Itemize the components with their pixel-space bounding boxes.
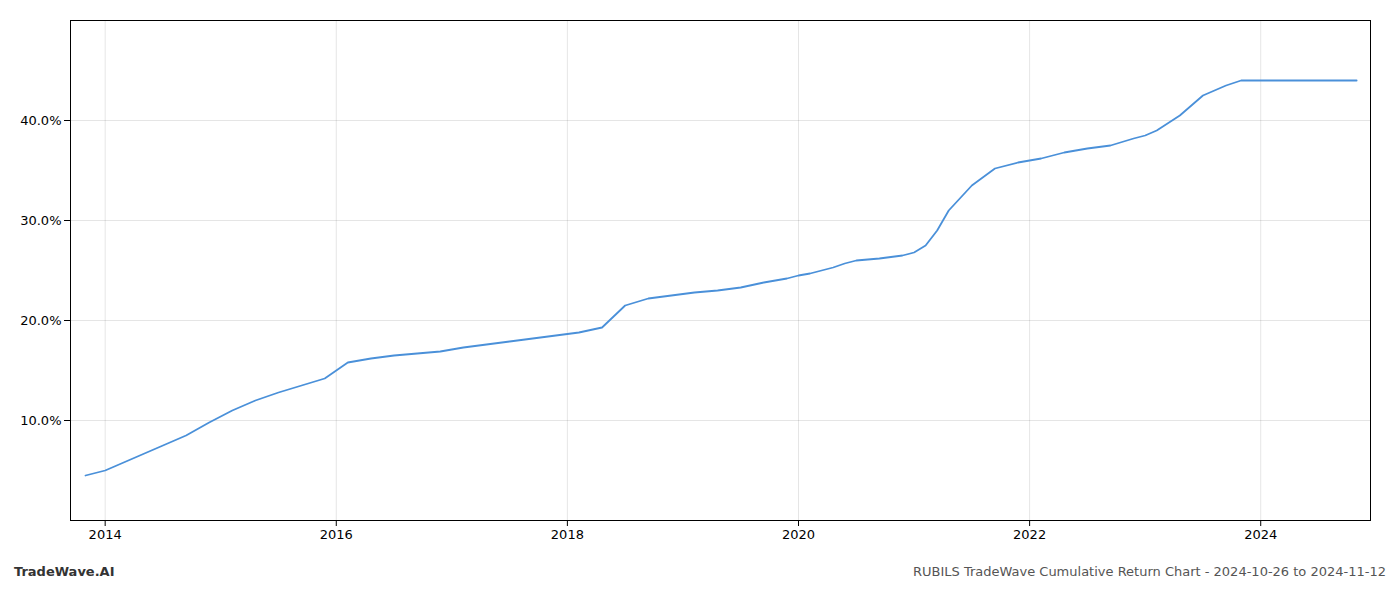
svg-text:10.0%: 10.0% (20, 413, 61, 428)
svg-text:2020: 2020 (782, 527, 815, 542)
svg-text:2016: 2016 (320, 527, 353, 542)
svg-text:40.0%: 40.0% (20, 113, 61, 128)
svg-text:2018: 2018 (551, 527, 584, 542)
svg-text:30.0%: 30.0% (20, 213, 61, 228)
html-text:RUBILS TradeWave Cumulative Re: RUBILS TradeWave Cumulative Return Chart… (913, 564, 1386, 579)
svg-text:2014: 2014 (89, 527, 122, 542)
svg-text:20.0%: 20.0% (20, 313, 61, 328)
svg-text:2024: 2024 (1244, 527, 1277, 542)
svg-text:2022: 2022 (1013, 527, 1046, 542)
html-text:TradeWave.AI: TradeWave.AI (14, 564, 115, 579)
